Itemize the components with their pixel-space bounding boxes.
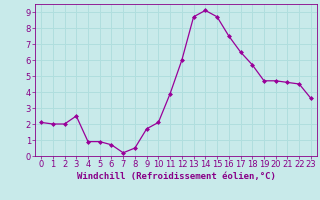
X-axis label: Windchill (Refroidissement éolien,°C): Windchill (Refroidissement éolien,°C)	[76, 172, 276, 181]
